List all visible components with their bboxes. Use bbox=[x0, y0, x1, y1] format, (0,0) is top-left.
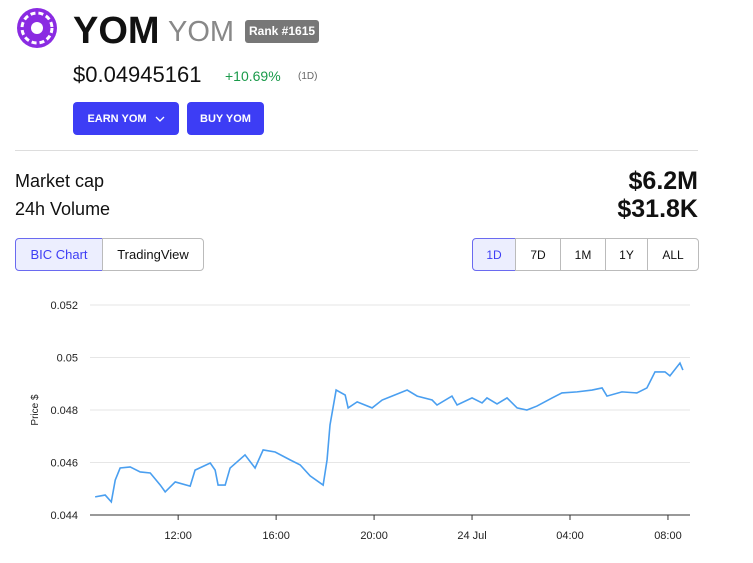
chart-tab[interactable]: TradingView bbox=[102, 238, 204, 271]
x-tick-label: 04:00 bbox=[556, 530, 584, 542]
y-tick-label: 0.044 bbox=[50, 510, 78, 522]
x-tick-label: 08:00 bbox=[654, 530, 682, 542]
x-tick-label: 24 Jul bbox=[457, 530, 486, 542]
stat-label: Market cap bbox=[15, 171, 105, 191]
x-tick-label: 20:00 bbox=[360, 530, 388, 542]
y-tick-label: 0.046 bbox=[50, 458, 78, 470]
stat-value: $6.2M bbox=[628, 167, 698, 195]
period: (1D) bbox=[298, 71, 318, 82]
buy-button[interactable]: BUY YOM bbox=[187, 102, 264, 135]
logo bbox=[17, 8, 57, 48]
y-tick-label: 0.052 bbox=[50, 300, 78, 312]
divider bbox=[15, 150, 698, 151]
y-tick-label: 0.048 bbox=[50, 405, 78, 417]
price-change: +10.69% bbox=[225, 68, 281, 84]
chevron bbox=[155, 116, 165, 122]
y-tick-label: 0.05 bbox=[57, 353, 78, 365]
chart-tab[interactable]: BIC Chart bbox=[15, 238, 103, 271]
x-tick-label: 16:00 bbox=[262, 530, 290, 542]
x-tick-label: 12:00 bbox=[164, 530, 192, 542]
coin-name: YOM bbox=[73, 10, 160, 52]
coin-symbol: YOM bbox=[168, 16, 235, 48]
button-label: BUY YOM bbox=[200, 112, 251, 125]
stat-label: 24h Volume bbox=[15, 199, 111, 219]
rank-badge: Rank #1615 bbox=[245, 20, 320, 43]
stat-value: $31.8K bbox=[617, 195, 698, 223]
range-tab[interactable]: ALL bbox=[647, 238, 699, 271]
price-line bbox=[94, 361, 684, 504]
button-label: EARN YOM bbox=[87, 112, 147, 125]
y-axis-label: Price $ bbox=[30, 394, 41, 426]
earn-button[interactable]: EARN YOM bbox=[73, 102, 179, 135]
price: $0.04945161 bbox=[73, 62, 202, 87]
